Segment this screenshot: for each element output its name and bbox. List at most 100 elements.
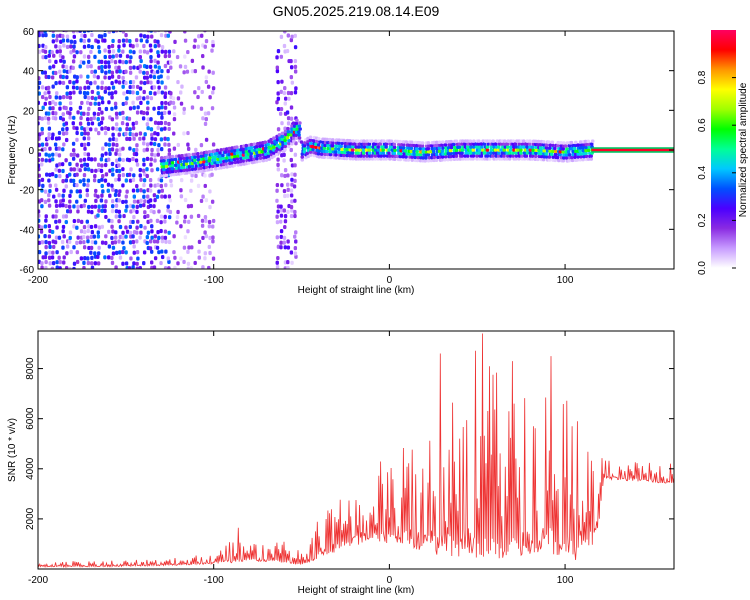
- heatmap-cell: [138, 167, 142, 173]
- heatmap-cell: [59, 58, 63, 63]
- heatmap-cell: [38, 158, 41, 163]
- heatmap-cell: [43, 49, 48, 54]
- heatmap-cell: [79, 38, 83, 43]
- snr-frame: [37, 330, 675, 570]
- heatmap-cell: [111, 204, 115, 209]
- heatmap-cell: [141, 168, 146, 173]
- heatmap-cell: [163, 235, 168, 240]
- heatmap-cell: [86, 183, 90, 188]
- heatmap-cell: [149, 80, 153, 85]
- spectrogram-ylabel: Frequency (Hz): [7, 116, 18, 185]
- heatmap-cell: [399, 151, 403, 156]
- heatmap-cell: [48, 261, 52, 266]
- heatmap-cell: [212, 158, 217, 162]
- heatmap-cell: [283, 219, 288, 224]
- heatmap-cell: [275, 220, 280, 225]
- heatmap-cell: [132, 147, 136, 153]
- heatmap-cell: [232, 157, 237, 162]
- heatmap-cell: [282, 208, 287, 213]
- heatmap-cell: [436, 155, 440, 160]
- heatmap-cell: [517, 157, 521, 161]
- heatmap-cell: [534, 151, 538, 156]
- heatmap-cell: [198, 163, 203, 167]
- heatmap-cell: [174, 163, 178, 168]
- heatmap-cell: [179, 101, 184, 106]
- heatmap-cell: [531, 148, 535, 152]
- heatmap-cell: [53, 70, 58, 76]
- heatmap-cell: [553, 158, 557, 163]
- heatmap-cell: [297, 130, 301, 134]
- heatmap-cell: [246, 152, 251, 156]
- heatmap-cell: [89, 101, 93, 106]
- heatmap-cell: [289, 75, 294, 80]
- heatmap-cell: [160, 111, 164, 116]
- heatmap-cell: [289, 116, 294, 121]
- heatmap-cell: [113, 192, 118, 198]
- heatmap-cell: [172, 131, 176, 136]
- heatmap-cell: [365, 145, 370, 149]
- heatmap-cell: [61, 112, 65, 117]
- heatmap-cell: [186, 204, 191, 209]
- heatmap-cell: [249, 145, 254, 150]
- heatmap-cell: [376, 145, 380, 149]
- heatmap-cell: [54, 111, 58, 116]
- heatmap-cell: [547, 155, 552, 159]
- heatmap-cell: [90, 230, 95, 235]
- heatmap-cell: [57, 153, 62, 158]
- heatmap-cell: [103, 33, 107, 38]
- heatmap-cell: [100, 224, 105, 229]
- heatmap-cell: [163, 63, 168, 69]
- heatmap-cell: [171, 100, 176, 106]
- heatmap-cell: [87, 204, 91, 210]
- heatmap-cell: [71, 141, 76, 146]
- heatmap-cell: [131, 219, 135, 225]
- heatmap-cell: [290, 124, 294, 128]
- heatmap-cell: [103, 38, 107, 43]
- heatmap-cell: [387, 154, 392, 158]
- heatmap-cell: [64, 219, 68, 225]
- heatmap-cell: [200, 89, 204, 95]
- heatmap-cell: [401, 143, 406, 147]
- heatmap-cell: [114, 79, 118, 84]
- heatmap-cell: [111, 251, 116, 256]
- heatmap-cell: [121, 235, 125, 240]
- heatmap-cell: [283, 31, 287, 34]
- heatmap-cell: [150, 249, 154, 254]
- heatmap-cell: [142, 260, 146, 266]
- heatmap-cell: [336, 141, 341, 145]
- heatmap-cell: [485, 145, 490, 149]
- heatmap-cell: [40, 85, 45, 90]
- heatmap-cell: [172, 250, 176, 255]
- heatmap-cell: [201, 162, 205, 167]
- heatmap-cell: [93, 240, 98, 245]
- heatmap-cell: [172, 234, 176, 239]
- heatmap-cell: [193, 260, 197, 266]
- snr-trace: [38, 333, 674, 569]
- heatmap-cell: [325, 137, 329, 142]
- heatmap-cell: [184, 162, 189, 166]
- heatmap-cell: [293, 251, 298, 256]
- heatmap-cell: [153, 158, 157, 163]
- heatmap-cell: [152, 210, 156, 215]
- heatmap-cell: [524, 154, 529, 158]
- heatmap-cell: [157, 235, 161, 240]
- heatmap-cell: [38, 80, 42, 85]
- heatmap-cell: [139, 38, 144, 43]
- heatmap-cell: [40, 265, 44, 269]
- heatmap-cell: [289, 59, 293, 64]
- heatmap-cell: [164, 100, 168, 106]
- heatmap-cell: [50, 255, 55, 260]
- heatmap-cell: [41, 33, 45, 38]
- heatmap-cell: [207, 69, 211, 74]
- heatmap-cell: [100, 69, 104, 74]
- heatmap-cell: [286, 260, 290, 265]
- heatmap-cell: [51, 39, 56, 44]
- heatmap-cell: [134, 152, 139, 157]
- heatmap-cell: [38, 167, 41, 172]
- heatmap-cell: [103, 131, 108, 136]
- heatmap-cell: [387, 151, 391, 155]
- heatmap-cell: [153, 153, 157, 158]
- heatmap-cell: [173, 265, 177, 269]
- heatmap-cell: [96, 230, 100, 235]
- heatmap-cell: [306, 145, 310, 150]
